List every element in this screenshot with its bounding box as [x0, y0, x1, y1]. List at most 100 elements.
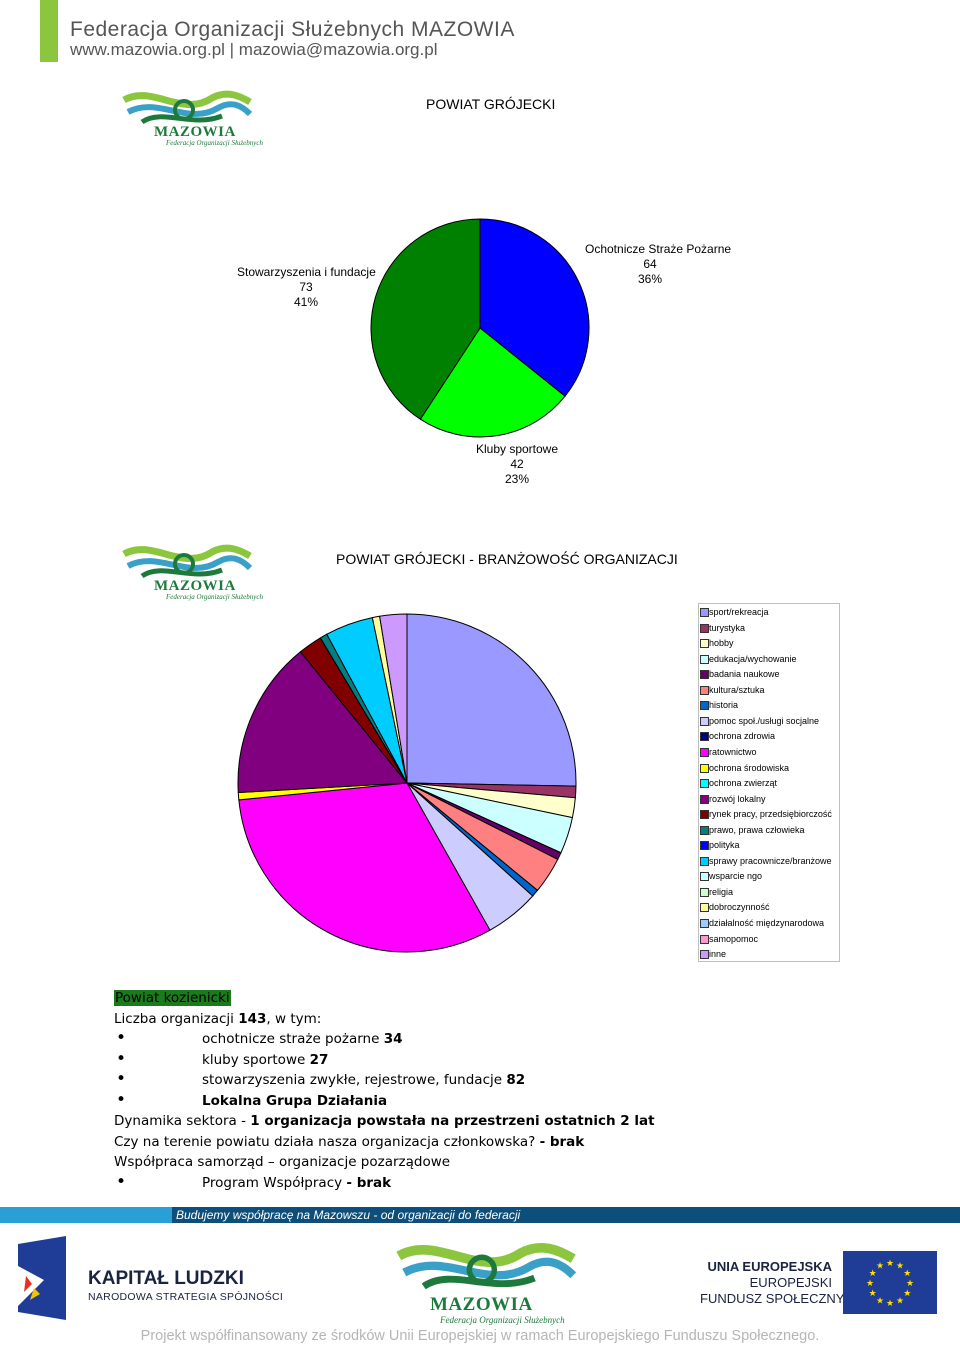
eu-label-2: EUROPEJSKI — [749, 1275, 832, 1290]
legend-label-22: inne — [709, 949, 727, 960]
legend-swatch-4 — [700, 670, 709, 680]
footer-slogan: Budujemy współpracę na Mazowszu - od org… — [176, 1208, 521, 1222]
legend-swatch-7 — [700, 716, 709, 726]
org-count-suffix: , w tym: — [266, 1010, 322, 1027]
pie2-slice-9 — [238, 782, 491, 953]
legend-label-10: ochrona środowiska — [709, 762, 790, 773]
program-label: Program Współpracy — [202, 1174, 347, 1191]
eu-star-1: ★ — [903, 1288, 911, 1298]
member-answer: - brak — [539, 1133, 585, 1150]
footer-logo-text: MAZOWIA — [430, 1294, 533, 1315]
kapital-ludzki-title: KAPITAŁ LUDZKI — [88, 1268, 244, 1289]
legend-swatch-18 — [700, 887, 709, 897]
legend-label-2: hobby — [709, 638, 734, 649]
bullet-lgd: Lokalna Grupa Działania — [114, 1090, 814, 1112]
eu-star-3: ★ — [886, 1298, 894, 1308]
legend-swatch-22 — [700, 950, 709, 960]
pie1-label-osp-value: 64 — [643, 257, 657, 271]
legend-swatch-5 — [700, 685, 709, 695]
bullet-stow: stowarzyszenia zwykłe, rejestrowe, funda… — [114, 1069, 814, 1091]
chart2-title: POWIAT GRÓJECKI - BRANŻOWOŚĆ ORGANIZACJI — [336, 551, 678, 567]
member-question: Czy na terenie powiatu działa nasza orga… — [114, 1133, 540, 1150]
legend-label-7: pomoc społ./usługi socjalne — [709, 715, 820, 726]
legend-label-20: działalność międzynarodowa — [709, 918, 825, 928]
bullet-osp-value: 34 — [383, 1031, 403, 1047]
pie1-label-osp-name: Ochotnicze Straże Pożarne — [585, 242, 732, 256]
legend-swatch-2 — [700, 639, 709, 649]
mazowia-footer-knot-icon — [396, 1243, 577, 1290]
bullet-osp: ochotnicze straże pożarne 34 — [114, 1028, 814, 1050]
legend-label-17: wsparcie ngo — [709, 871, 763, 882]
legend-swatch-8 — [700, 732, 709, 742]
legend-label-3: edukacja/wychowanie — [709, 653, 797, 664]
legend-label-14: prawo, prawa człowieka — [709, 824, 805, 835]
county-info: Powiat kozienicki Liczba organizacji 143… — [114, 988, 814, 1193]
legend-label-4: badania naukowe — [709, 669, 780, 680]
mazowia-logo-2: MAZOWIA Federacja Organizacji Służebnych — [122, 542, 263, 601]
legend-label-21: samopomoc — [709, 933, 759, 944]
pie1-label-kluby-percent: 23% — [504, 472, 530, 486]
county-name: Powiat kozienicki — [114, 990, 231, 1006]
chart1-title: POWIAT GRÓJECKI — [426, 96, 556, 112]
logo-subtitle: Federacja Organizacji Służebnych — [166, 139, 263, 147]
eu-star-2: ★ — [896, 1295, 904, 1305]
legend-swatch-1 — [700, 623, 709, 633]
logo-text: MAZOWIA — [154, 124, 236, 140]
eu-star-6: ★ — [866, 1278, 874, 1288]
bullet-program: Program Współpracy - brak — [114, 1172, 814, 1194]
chart2-pie — [237, 613, 577, 953]
eu-flag-icon: ★ ★ ★ ★ ★ ★ ★ ★ ★ ★ ★ ★ — [843, 1251, 937, 1314]
legend-label-12: rozwój lokalny — [709, 793, 766, 804]
pie1-label-osp: Ochotnicze Straże Pożarne 64 36% — [585, 242, 732, 287]
legend-swatch-9 — [700, 747, 709, 757]
eu-star-8: ★ — [876, 1261, 884, 1271]
bullet-stow-value: 82 — [506, 1072, 526, 1088]
eu-star-4: ★ — [876, 1295, 884, 1305]
legend-label-19: dobroczynność — [709, 902, 770, 913]
org-count-line: Liczba organizacji 143, w tym: — [114, 1009, 814, 1030]
logo-subtitle-2: Federacja Organizacji Służebnych — [166, 593, 263, 601]
legend-label-11: ochrona zwierząt — [709, 778, 778, 789]
pie2-slice-0 — [406, 613, 577, 787]
header-accent-bar — [40, 0, 58, 62]
legend-swatch-15 — [700, 841, 709, 851]
mazowia-knot-icon-2 — [122, 544, 253, 579]
eu-star-10: ★ — [896, 1261, 904, 1271]
cooperation-line: Współpraca samorząd – organizacje pozarz… — [114, 1154, 451, 1170]
eu-star-0: ★ — [906, 1278, 914, 1288]
legend-label-18: religia — [709, 886, 734, 897]
logo-text-2: MAZOWIA — [154, 578, 236, 594]
chart1-pie — [370, 218, 590, 438]
bullet-kluby-value: 27 — [309, 1051, 329, 1068]
pie1-label-kluby-value: 42 — [510, 457, 524, 471]
dynamics-line: Dynamika sektora - 1 organizacja powstał… — [114, 1111, 814, 1132]
org-count-label: Liczba organizacji — [114, 1010, 239, 1027]
pie1-slice-1 — [419, 327, 566, 438]
legend-label-15: polityka — [709, 840, 740, 851]
footer-logo-subtitle: Federacja Organizacji Służebnych — [440, 1315, 565, 1325]
kapital-ludzki-subtitle: NARODOWA STRATEGIA SPÓJNOŚCI — [88, 1291, 284, 1303]
mazowia-footer-logo: MAZOWIA Federacja Organizacji Służebnych — [396, 1236, 577, 1326]
legend-label-6: historia — [709, 700, 739, 711]
kapital-ludzki-logo-icon — [18, 1236, 66, 1320]
eu-label-1: UNIA EUROPEJSKA — [707, 1259, 832, 1274]
mazowia-knot-icon — [122, 90, 253, 125]
pie2-slice-22 — [379, 613, 408, 784]
eu-label-3: FUNDUSZ SPOŁECZNY — [700, 1291, 845, 1306]
pie1-slice-2 — [370, 218, 481, 420]
pie2-slice-12 — [237, 651, 409, 794]
legend-swatch-16 — [700, 856, 709, 866]
legend-swatch-3 — [700, 654, 709, 664]
legend-swatch-21 — [700, 934, 709, 944]
legend-swatch-14 — [700, 825, 709, 835]
footer-bar-dark — [172, 1207, 960, 1223]
legend-label-0: sport/rekreacja — [709, 607, 769, 617]
legend-label-5: kultura/sztuka — [709, 684, 765, 695]
pie1-label-stow: Stowarzyszenia i fundacje 73 41% — [237, 265, 376, 310]
bullet-stow-label: stowarzyszenia zwykłe, rejestrowe, funda… — [202, 1072, 507, 1088]
header-contact: www.mazowia.org.pl | mazowia@mazowia.org… — [70, 40, 438, 59]
pie1-label-stow-name: Stowarzyszenia i fundacje — [237, 265, 376, 279]
legend-swatch-17 — [700, 872, 709, 882]
pie1-slice-0 — [479, 218, 590, 397]
legend-swatch-13 — [700, 810, 709, 820]
